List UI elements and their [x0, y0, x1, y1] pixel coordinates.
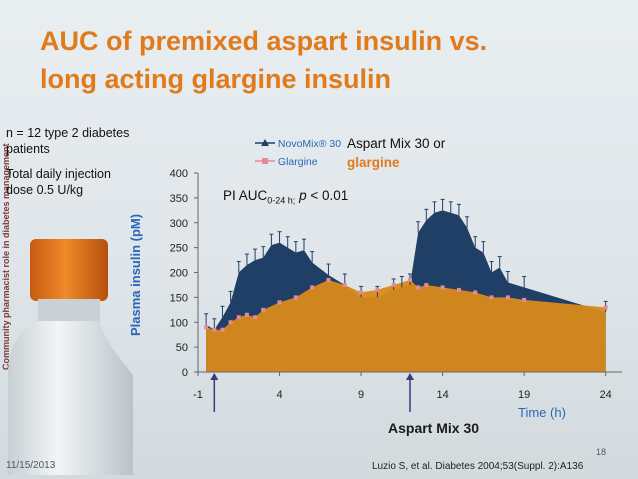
glargine-point [473, 290, 478, 295]
glargine-point [236, 315, 241, 320]
x-tick-label: 19 [518, 389, 530, 401]
y-tick-label: 200 [170, 268, 188, 280]
x-tick-label: 24 [600, 389, 612, 401]
glargine-point [220, 327, 225, 332]
aspart-or-annotation: Aspart Mix 30 or glargine [347, 134, 445, 172]
injection-label: Aspart Mix 30 [388, 420, 480, 436]
glargine-point [277, 300, 282, 305]
page-number: 18 [596, 447, 607, 457]
pi-auc-annotation: PI AUC0-24 h; p < 0.01 [223, 188, 348, 206]
injection-arrow-head [210, 373, 219, 380]
y-tick-label: 100 [170, 317, 188, 329]
glargine-point [342, 282, 347, 287]
glargine-word: glargine [347, 155, 400, 170]
x-tick-label: 9 [358, 389, 364, 401]
y-axis-label: Plasma insulin (pM) [128, 213, 143, 336]
y-tick-label: 150 [170, 292, 188, 304]
glargine-point [522, 297, 527, 302]
p-symbol: p [299, 188, 307, 203]
legend-novomix: NovoMix® 30 [255, 137, 341, 150]
patients-note: n = 12 type 2 diabetes patients [6, 126, 130, 156]
glargine-point [228, 320, 233, 325]
glargine-point [326, 277, 331, 282]
vial-cap [30, 239, 108, 301]
citation: Luzio S, et al. Diabetes 2004;53(Suppl. … [372, 461, 583, 472]
x-tick-label: -1 [193, 389, 203, 401]
glargine-point [204, 325, 209, 330]
legend-glargine-marker [255, 156, 275, 166]
glargine-point [456, 287, 461, 292]
glargine-point [244, 312, 249, 317]
glargine-point [440, 285, 445, 290]
glargine-point [375, 287, 380, 292]
legend-glargine: Glargine [255, 155, 318, 168]
y-tick-label: 250 [170, 243, 188, 255]
injection-arrow-head [406, 373, 414, 380]
glargine-area [206, 279, 606, 372]
glargine-point [261, 307, 266, 312]
glargine-point [212, 327, 217, 332]
glargine-point [293, 295, 298, 300]
vial-neck [38, 299, 100, 321]
glargine-point [253, 315, 258, 320]
legend-glargine-label: Glargine [277, 156, 318, 168]
y-tick-label: 350 [170, 193, 188, 205]
x-tick-label: 4 [276, 389, 282, 401]
y-tick-label: 400 [170, 168, 188, 180]
glargine-point [359, 290, 364, 295]
dose-note: Total daily injection dose 0.5 U/kg [6, 167, 111, 197]
glargine-point [416, 285, 421, 290]
glargine-point [489, 295, 494, 300]
glargine-point [310, 285, 315, 290]
x-axis-label: Time (h) [518, 405, 566, 420]
slide-title: AUC of premixed aspart insulin vs. long … [40, 22, 600, 98]
glargine-point [603, 305, 608, 310]
citation-text: Luzio S, et al. Diabetes 2004;53(Suppl. … [372, 461, 584, 472]
glargine-point [424, 282, 429, 287]
p-value: < 0.01 [310, 188, 349, 203]
legend-novomix-marker [255, 138, 275, 148]
title-line-2: long acting glargine insulin [40, 64, 392, 94]
pi-auc-prefix: PI AUC [223, 188, 268, 203]
x-tick-label: 14 [436, 389, 448, 401]
aspart-or-text: Aspart Mix 30 or [347, 136, 446, 151]
slide-date: 11/15/2013 [6, 460, 56, 471]
insulin-vial-image [8, 239, 133, 475]
glargine-point [408, 277, 412, 282]
glargine-point [391, 282, 396, 287]
legend-novomix-label: NovoMix® 30 [277, 138, 342, 150]
y-tick-label: 0 [182, 367, 188, 379]
pi-auc-subscript: 0-24 h; [267, 195, 296, 206]
y-tick-label: 50 [176, 342, 188, 354]
title-line-1: AUC of premixed aspart insulin vs. [40, 26, 488, 56]
glargine-point [505, 295, 510, 300]
vial-body [8, 321, 133, 475]
y-tick-label: 300 [170, 218, 188, 230]
